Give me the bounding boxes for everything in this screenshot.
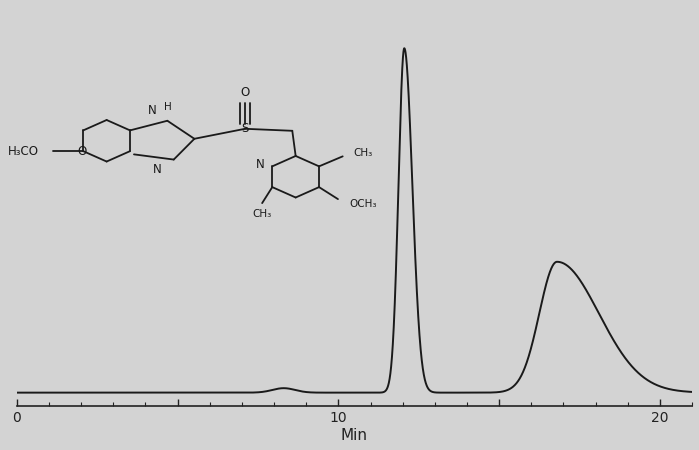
Text: S: S: [241, 122, 249, 135]
Text: H: H: [164, 102, 171, 112]
Text: N: N: [147, 104, 157, 117]
Text: O: O: [78, 144, 87, 158]
Text: H₃CO: H₃CO: [8, 144, 39, 158]
Text: CH₃: CH₃: [252, 209, 272, 219]
Text: O: O: [240, 86, 250, 99]
X-axis label: Min: Min: [341, 428, 368, 443]
Text: N: N: [153, 163, 161, 176]
Text: N: N: [256, 158, 264, 171]
Text: CH₃: CH₃: [353, 148, 373, 158]
Text: OCH₃: OCH₃: [350, 199, 377, 209]
